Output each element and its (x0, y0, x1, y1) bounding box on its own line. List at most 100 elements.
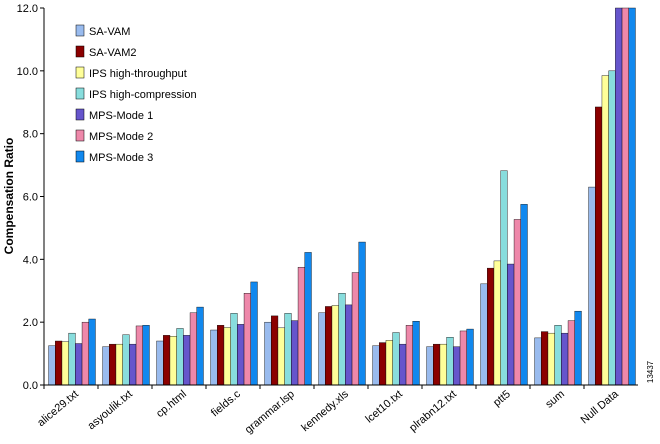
bar-6-1 (81, 321, 89, 386)
bar-4-9 (500, 170, 508, 386)
x-tick-label: asyoulik.txt (86, 388, 135, 432)
bar-6-5 (297, 266, 305, 386)
bar-6-11 (621, 7, 629, 386)
bar-2-8 (433, 343, 441, 386)
bar-4-2 (122, 334, 130, 386)
y-tick-label: 6.0 (23, 192, 38, 204)
bar-5-10 (561, 332, 569, 386)
bar-5-7 (399, 343, 407, 386)
legend: SA-VAM SA-VAM2 IPS high-throughput IPS high… (75, 24, 197, 164)
bar-7-8 (466, 328, 474, 386)
bar-3-9 (493, 260, 501, 386)
bar-7-10 (574, 310, 582, 386)
y-tick-label: 10.0 (17, 66, 38, 78)
bar-7-4 (250, 281, 258, 386)
bar-7-1 (88, 318, 96, 386)
y-axis-title: Compensation Ratio (2, 138, 16, 255)
bar-3-5 (277, 327, 285, 386)
legend-label: IPS high-throughput (89, 68, 187, 80)
legend-swatch (75, 45, 85, 58)
y-ticks: 0.0 2.0 4.0 6.0 8.0 10.0 12.0 (17, 3, 44, 392)
bar-5-4 (237, 324, 245, 386)
legend-swatch (75, 129, 85, 142)
y-axis-title-group: Compensation Ratio (2, 138, 16, 255)
bar-6-7 (405, 325, 413, 386)
x-tick-label: kennedy.xls (299, 388, 351, 434)
bar-4-11 (608, 70, 616, 386)
bar-5-6 (345, 304, 353, 386)
bar-1-8 (426, 346, 434, 386)
bar-6-9 (513, 219, 521, 386)
bar-3-1 (61, 341, 69, 386)
bar-3-8 (439, 343, 447, 386)
legend-swatch (75, 87, 85, 100)
x-tick-label: fields.c (209, 388, 243, 420)
bar-4-7 (392, 332, 400, 386)
bar-5-11 (615, 7, 623, 386)
bar-4-1 (68, 332, 76, 386)
legend-label: MPS-Mode 1 (89, 110, 153, 122)
bar-3-7 (385, 340, 393, 386)
bar-3-2 (115, 343, 123, 386)
legend-swatch (75, 24, 85, 37)
bar-7-6 (358, 241, 366, 386)
x-tick-label: sum (543, 388, 567, 411)
bar-2-7 (379, 342, 387, 386)
bar-2-5 (271, 315, 279, 386)
bars (48, 7, 636, 386)
legend-swatch (75, 108, 85, 121)
y-tick-label: 8.0 (23, 129, 38, 141)
legend-label: IPS high-compression (89, 89, 197, 101)
legend-label: MPS-Mode 3 (89, 152, 153, 164)
bar-7-2 (142, 325, 150, 386)
bar-3-10 (547, 332, 555, 386)
bar-4-4 (230, 313, 238, 386)
bar-7-9 (520, 204, 528, 386)
bar-1-10 (534, 337, 542, 386)
x-labels: alice29.txt asyoulik.txt cp.html fields.c gr… (35, 385, 622, 436)
bar-4-3 (176, 328, 184, 386)
bar-4-10 (554, 325, 562, 386)
bar-1-4 (210, 329, 218, 386)
y-tick-label: 12.0 (17, 3, 38, 15)
bar-1-3 (156, 340, 164, 386)
x-tick-label: plrabn12.txt (407, 388, 459, 434)
y-tick-label: 2.0 (23, 317, 38, 329)
bar-6-3 (189, 312, 197, 386)
bar-7-3 (196, 306, 204, 386)
bar-2-9 (487, 267, 495, 386)
legend-swatch (75, 150, 85, 163)
x-tick-label: alice29.txt (35, 388, 81, 429)
bar-2-2 (109, 343, 117, 386)
bar-6-8 (459, 330, 467, 386)
figure-id-label: 13437 (646, 360, 655, 383)
bar-1-7 (372, 345, 380, 386)
bar-1-9 (480, 283, 488, 386)
bar-1-5 (264, 321, 272, 386)
bar-4-6 (338, 293, 346, 386)
bar-5-5 (291, 320, 299, 386)
bar-5-9 (507, 263, 515, 386)
bar-7-7 (412, 321, 420, 386)
bar-2-6 (325, 306, 333, 386)
bar-2-1 (55, 340, 63, 386)
bar-1-6 (318, 312, 326, 386)
bar-3-6 (331, 305, 339, 386)
bar-2-11 (595, 106, 603, 386)
bar-6-4 (243, 293, 251, 386)
bar-4-5 (284, 313, 292, 386)
bar-6-6 (351, 272, 359, 386)
bar-4-8 (446, 337, 454, 386)
bar-2-10 (541, 331, 549, 386)
bar-1-1 (48, 345, 56, 386)
bar-5-8 (453, 346, 461, 386)
x-tick-label: lcet10.txt (363, 388, 404, 425)
y-tick-label: 4.0 (23, 254, 38, 266)
bar-5-3 (183, 335, 191, 386)
x-tick-label: cp.html (154, 388, 189, 420)
bar-7-5 (304, 252, 312, 386)
legend-swatch (75, 66, 85, 79)
bar-2-4 (217, 325, 225, 386)
bar-5-1 (75, 343, 83, 386)
